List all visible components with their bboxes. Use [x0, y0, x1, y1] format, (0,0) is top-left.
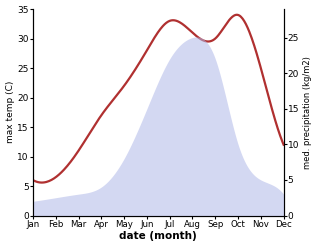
Y-axis label: med. precipitation (kg/m2): med. precipitation (kg/m2)	[303, 56, 313, 169]
Y-axis label: max temp (C): max temp (C)	[5, 81, 15, 144]
X-axis label: date (month): date (month)	[120, 231, 197, 242]
